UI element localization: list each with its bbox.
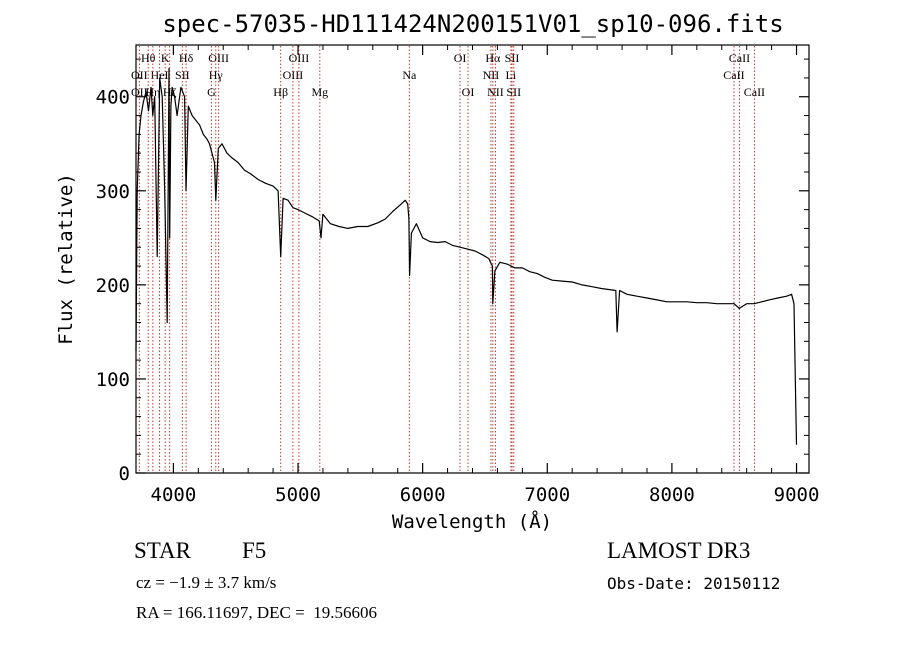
x-tick-label: 7000 xyxy=(524,484,570,506)
line-marker-label: Mg xyxy=(311,85,328,99)
spectrum-line xyxy=(135,67,798,445)
line-marker-label: NII xyxy=(487,85,504,99)
object-class: STAR xyxy=(134,538,191,563)
survey-name: LAMOST DR3 xyxy=(607,538,751,563)
y-tick-label: 0 xyxy=(119,463,130,485)
obs-date: Obs-Date: 20150112 xyxy=(607,574,781,593)
coordinates: RA = 166.11697, DEC = 19.56606 xyxy=(136,603,377,622)
line-marker-label: G xyxy=(207,85,216,99)
line-marker-label: CaII xyxy=(729,51,750,65)
line-marker-label: CaII xyxy=(744,85,765,99)
line-marker-label: K xyxy=(161,51,170,65)
chart-title: spec-57035-HD111424N200151V01_sp10-096.f… xyxy=(162,10,783,38)
y-tick-label: 300 xyxy=(96,181,130,203)
line-marker-label: Hα xyxy=(485,51,501,65)
x-tick-label: 9000 xyxy=(774,484,820,506)
line-marker-label: OIII xyxy=(283,68,304,82)
x-tick-label: 5000 xyxy=(275,484,321,506)
line-marker-label: CaII xyxy=(723,68,744,82)
line-marker-label: Hβ xyxy=(273,85,288,99)
x-tick-label: 6000 xyxy=(400,484,446,506)
subclass: F5 xyxy=(242,538,267,563)
axis-layer: 4000 5000 6000 7000 8000 9000 0 100 200 300 400 xyxy=(96,45,820,506)
line-marker-label: OII xyxy=(131,85,148,99)
line-marker-label: Hθ xyxy=(141,51,156,65)
line-marker-label: OIII xyxy=(289,51,310,65)
x-axis-label: Wavelength (Å) xyxy=(392,510,552,533)
velocity-readout: cz = −1.9 ± 3.7 km/s xyxy=(136,573,277,592)
y-tick-label: 200 xyxy=(96,275,130,297)
line-marker-label: OIII xyxy=(208,51,229,65)
y-tick-label: 100 xyxy=(96,369,130,391)
line-marker-label: SII xyxy=(175,68,190,82)
line-marker-label: OI xyxy=(462,85,475,99)
line-marker-label: Hγ xyxy=(209,68,224,82)
x-tick-label: 4000 xyxy=(151,484,197,506)
line-marker-label: SII xyxy=(506,85,521,99)
line-marker-label: Hδ xyxy=(179,51,194,65)
line-marker-label: NII xyxy=(483,68,500,82)
line-marker-label: OII xyxy=(131,68,148,82)
plot-frame xyxy=(135,44,810,474)
line-marker-label: Hη xyxy=(145,85,160,99)
line-marker-label: SII xyxy=(505,51,520,65)
line-marker-label: Li xyxy=(506,68,517,82)
line-marker-label: Na xyxy=(402,68,417,82)
y-tick-label: 400 xyxy=(96,87,130,109)
line-marker-label: HeI xyxy=(151,68,169,82)
line-marker-label: OI xyxy=(454,51,467,65)
y-axis-label: Flux (relative) xyxy=(55,173,77,345)
x-tick-label: 8000 xyxy=(649,484,695,506)
